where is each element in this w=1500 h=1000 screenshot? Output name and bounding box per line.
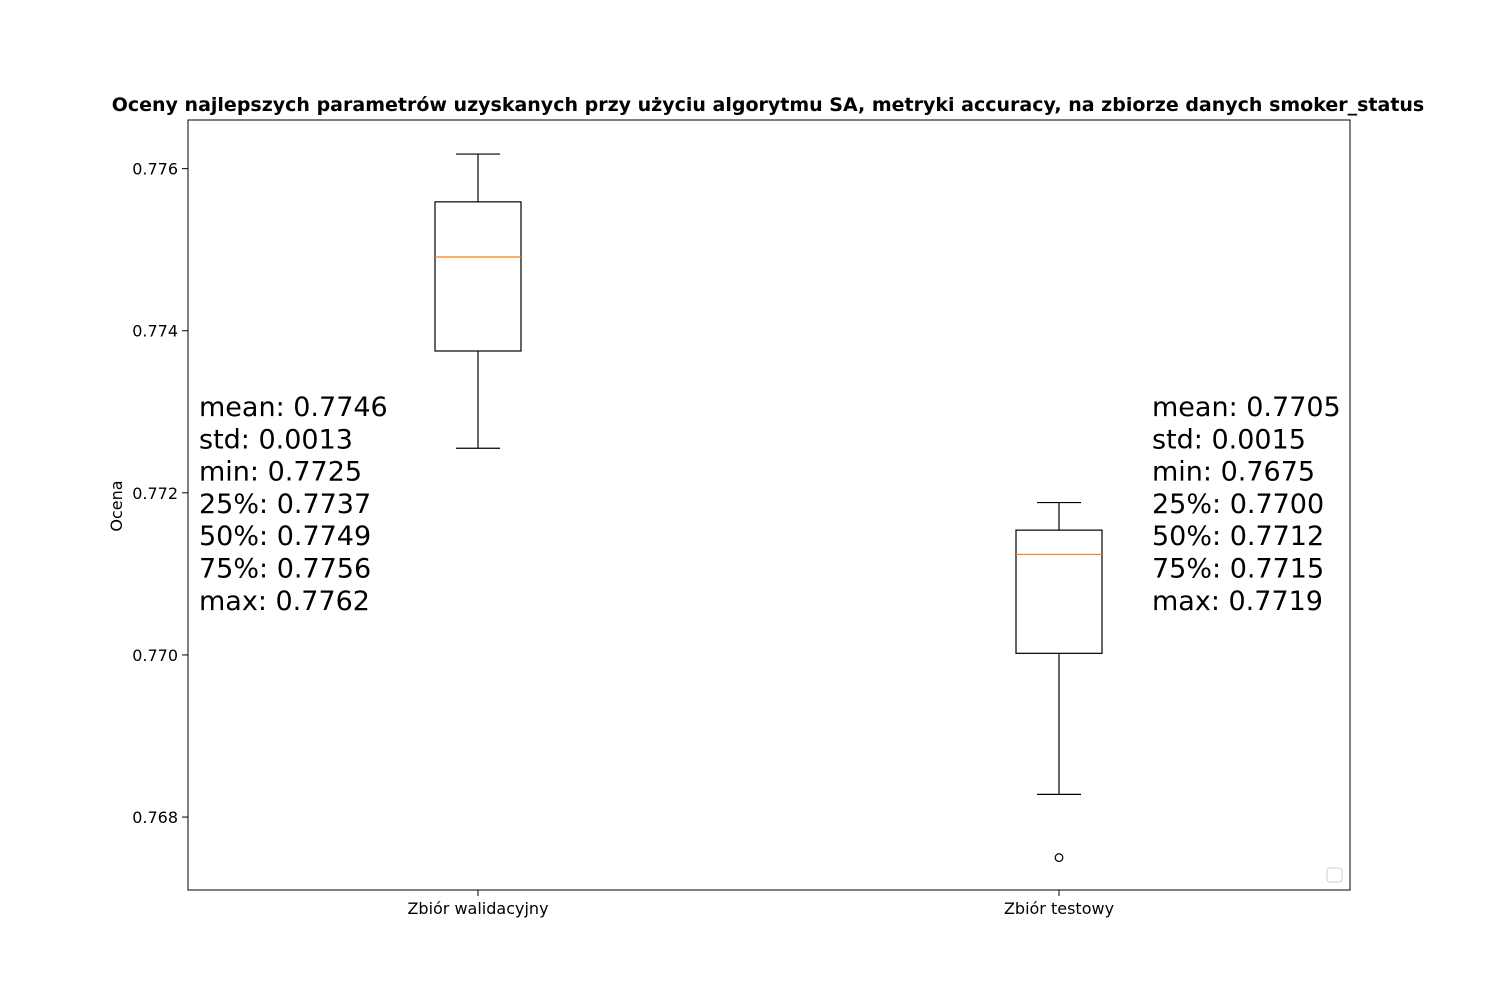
stats-line: max: 0.7762 <box>199 586 370 617</box>
stats-line: 75%: 0.7756 <box>199 554 371 585</box>
stats-block-1: mean: 0.7705 std: 0.0015 min: 0.7675 25%: 0… <box>1152 392 1341 617</box>
plot-frame <box>187 119 1351 891</box>
outlier-point <box>1054 853 1064 862</box>
stats-line: std: 0.0015 <box>1152 424 1306 455</box>
box-group-1 <box>1015 501 1103 862</box>
x-tick-label: Zbiór walidacyjny <box>407 899 548 918</box>
y-axis-label: Ocena <box>107 480 126 531</box>
stats-line: min: 0.7675 <box>1152 457 1315 488</box>
y-tick-label: 0.770 <box>132 646 178 665</box>
stats-line: mean: 0.7705 <box>1152 392 1341 423</box>
stats-line: min: 0.7725 <box>199 457 362 488</box>
chart-title: Oceny najlepszych parametrów uzyskanych … <box>112 94 1425 116</box>
legend-box <box>1326 867 1343 883</box>
box-group-0 <box>434 153 522 449</box>
box-iqr <box>434 201 522 352</box>
box-iqr <box>1015 529 1103 654</box>
stats-line: max: 0.7719 <box>1152 586 1323 617</box>
y-tick-label: 0.776 <box>132 160 178 179</box>
stats-block-0: mean: 0.7746 std: 0.0013 min: 0.7725 25%: 0… <box>199 392 388 617</box>
y-tick-label: 0.772 <box>132 484 178 503</box>
stats-line: 25%: 0.7737 <box>199 489 371 520</box>
x-tick-label: Zbiór testowy <box>1004 899 1114 918</box>
stats-line: 50%: 0.7749 <box>199 521 371 552</box>
y-tick-label: 0.774 <box>132 322 178 341</box>
stats-line: 50%: 0.7712 <box>1152 521 1324 552</box>
y-tick-label: 0.768 <box>132 808 178 827</box>
stats-line: std: 0.0013 <box>199 424 353 455</box>
stats-line: 25%: 0.7700 <box>1152 489 1324 520</box>
stats-line: 75%: 0.7715 <box>1152 554 1324 585</box>
plot-area: 0.768 0.770 0.772 0.774 0.776 Zbiór walidacyj… <box>132 153 1114 918</box>
stats-line: mean: 0.7746 <box>199 392 388 423</box>
